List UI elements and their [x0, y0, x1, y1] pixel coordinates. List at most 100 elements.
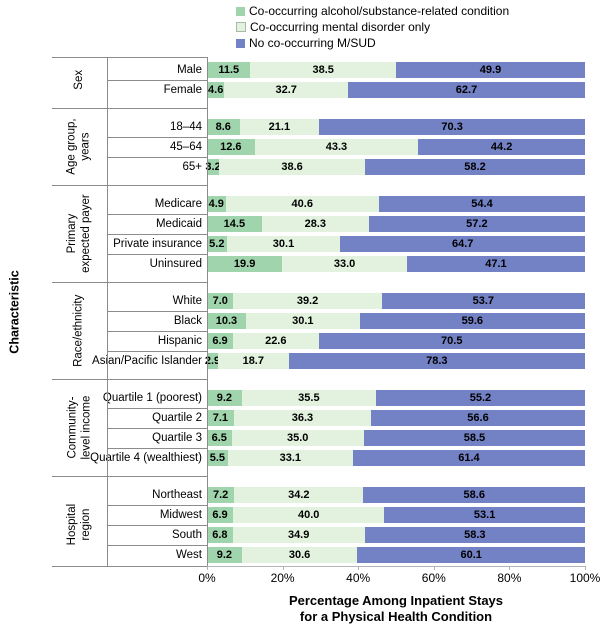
row-label: 65+	[107, 157, 207, 177]
bar-value-label: 47.1	[485, 258, 507, 270]
chart-row: Quartile 3 6.5 35.0 58.5	[107, 428, 585, 448]
row-bar-area: 7.0 39.2 53.7	[207, 291, 585, 311]
bar-segment-1: 40.6	[225, 196, 379, 212]
bar-segment-0: 6.5	[207, 430, 232, 446]
row-label: White	[172, 295, 202, 307]
category-group: Race/ethnicity White 7.0 39.2 53.7 Black 10.3 3…	[52, 282, 585, 371]
chart-row: White 7.0 39.2 53.7	[107, 291, 585, 311]
stacked-bar: 7.1 36.3 56.6	[207, 410, 585, 426]
x-tick-label: 80%	[497, 571, 522, 585]
bar-value-label: 58.6	[463, 489, 485, 501]
row-bar-area: 5.2 30.1 64.7	[207, 234, 585, 254]
chart-legend: Co-occurring alcohol/substance-related c…	[236, 3, 509, 51]
bar-segment-0: 9.2	[207, 390, 242, 406]
stacked-bar: 14.5 28.3 57.2	[207, 216, 585, 232]
chart-row: Quartile 4 (wealthiest) 5.5 33.1 61.4	[90, 448, 585, 468]
bar-value-label: 57.2	[466, 218, 488, 230]
bar-segment-0: 14.5	[207, 216, 262, 232]
bar-segment-2: 53.1	[384, 507, 585, 523]
x-axis-line	[207, 566, 585, 567]
bar-value-label: 64.7	[451, 238, 474, 250]
bar-value-label: 7.1	[212, 412, 229, 424]
x-tick-label: 20%	[270, 571, 295, 585]
bar-segment-2: 58.2	[365, 159, 585, 175]
bar-segment-0: 7.1	[207, 410, 234, 426]
bar-value-label: 30.6	[288, 549, 311, 561]
bar-value-label: 12.6	[220, 141, 242, 153]
group-rows: Quartile 1 (poorest) 9.2 35.5 55.2 Quartile …	[90, 388, 585, 468]
bar-segment-1: 21.1	[239, 119, 320, 135]
row-bar-area: 6.9 40.0 53.1	[207, 505, 585, 525]
x-tick-mark	[207, 566, 208, 570]
chart-row: Medicaid 14.5 28.3 57.2	[107, 214, 585, 234]
bar-segment-1: 38.6	[219, 159, 365, 175]
row-bar-area: 2.9 18.7 78.3	[205, 351, 585, 371]
chart-row: Black 10.3 30.1 59.6	[107, 311, 585, 331]
stacked-bar: 11.5 38.5 49.9	[207, 62, 585, 78]
bar-segment-1: 32.7	[224, 82, 348, 98]
chart-row: 45–64 12.6 43.3 44.2	[107, 137, 585, 157]
chart-row: South 6.8 34.9 58.3	[107, 525, 585, 545]
bar-segment-1: 30.1	[245, 313, 360, 329]
legend-item: No co-occurring M/SUD	[236, 35, 509, 51]
category-group: Hospital region Northeast 7.2 34.2 58.6 Midwe…	[52, 476, 585, 565]
bar-value-label: 40.0	[297, 509, 320, 521]
x-tick-mark	[509, 566, 511, 570]
bar-segment-0: 7.0	[207, 293, 234, 309]
stacked-bar: 5.2 30.1 64.7	[207, 236, 585, 252]
bar-value-label: 39.2	[296, 295, 319, 307]
row-bar-area: 14.5 28.3 57.2	[207, 214, 585, 234]
bar-segment-2: 61.4	[352, 450, 585, 466]
bar-value-label: 11.5	[218, 64, 240, 76]
chart-row: Private insurance 5.2 30.1 64.7	[107, 234, 585, 254]
bar-value-label: 10.3	[215, 315, 238, 327]
chart-row: Asian/Pacific Islander 2.9 18.7 78.3	[92, 351, 585, 371]
bar-value-label: 58.2	[464, 161, 486, 173]
bar-value-label: 35.5	[298, 392, 320, 404]
group-rows: Northeast 7.2 34.2 58.6 Midwest 6.9 40.0 53.1 So…	[107, 485, 585, 565]
bar-segment-2: 57.2	[368, 216, 585, 232]
stacked-bar: 7.2 34.2 58.6	[207, 487, 585, 503]
bar-segment-2: 62.7	[347, 82, 585, 98]
bar-segment-2: 58.3	[364, 527, 585, 543]
legend-label: No co-occurring M/SUD	[249, 36, 376, 50]
bar-segment-0: 6.9	[207, 507, 234, 523]
bar-value-label: 7.2	[212, 489, 229, 501]
bar-value-label: 60.1	[460, 549, 482, 561]
bar-segment-0: 12.6	[207, 139, 255, 155]
bar-segment-2: 47.1	[406, 256, 585, 272]
bar-value-label: 21.1	[268, 121, 291, 133]
row-label: West	[107, 545, 207, 565]
legend-swatch-alcohol-substance	[236, 6, 245, 16]
row-label: Quartile 2	[107, 408, 207, 428]
row-bar-area: 8.6 21.1 70.3	[207, 117, 585, 137]
bar-segment-0: 10.3	[207, 313, 246, 329]
category-group: Primary expected payer Medicare 4.9 40.6 54.…	[52, 185, 585, 274]
bar-segment-0: 6.8	[207, 527, 233, 543]
bar-segment-0: 5.5	[207, 450, 228, 466]
chart-row: Midwest 6.9 40.0 53.1	[107, 505, 585, 525]
bar-value-label: 40.6	[291, 198, 313, 210]
bar-segment-2: 60.1	[357, 547, 585, 563]
bar-segment-0: 19.9	[207, 256, 283, 272]
bar-value-label: 22.6	[265, 335, 287, 347]
bar-segment-0: 3.2	[205, 159, 221, 175]
row-bar-area: 6.8 34.9 58.3	[207, 525, 585, 545]
row-bar-area: 9.2 35.5 55.2	[207, 388, 585, 408]
bar-value-label: 32.7	[275, 84, 297, 96]
label-area-bottom-line	[52, 566, 207, 567]
group-label: Hospital region	[65, 504, 92, 546]
x-tick-mark	[282, 566, 284, 570]
stacked-bar: 6.5 35.0 58.5	[207, 430, 585, 446]
stacked-bar: 8.6 21.1 70.3	[207, 119, 585, 135]
bar-value-label: 33.0	[333, 258, 356, 270]
bar-value-label: 55.2	[469, 392, 492, 404]
bar-segment-2: 58.5	[363, 430, 585, 446]
stacked-bar: 2.9 18.7 78.3	[205, 353, 585, 369]
bar-segment-0: 4.9	[207, 196, 226, 212]
bar-value-label: 33.1	[279, 452, 302, 464]
bar-value-label: 4.9	[208, 198, 224, 210]
bar-value-label: 8.6	[215, 121, 231, 133]
bar-value-label: 19.9	[233, 258, 256, 270]
stacked-bar: 6.8 34.9 58.3	[207, 527, 585, 543]
